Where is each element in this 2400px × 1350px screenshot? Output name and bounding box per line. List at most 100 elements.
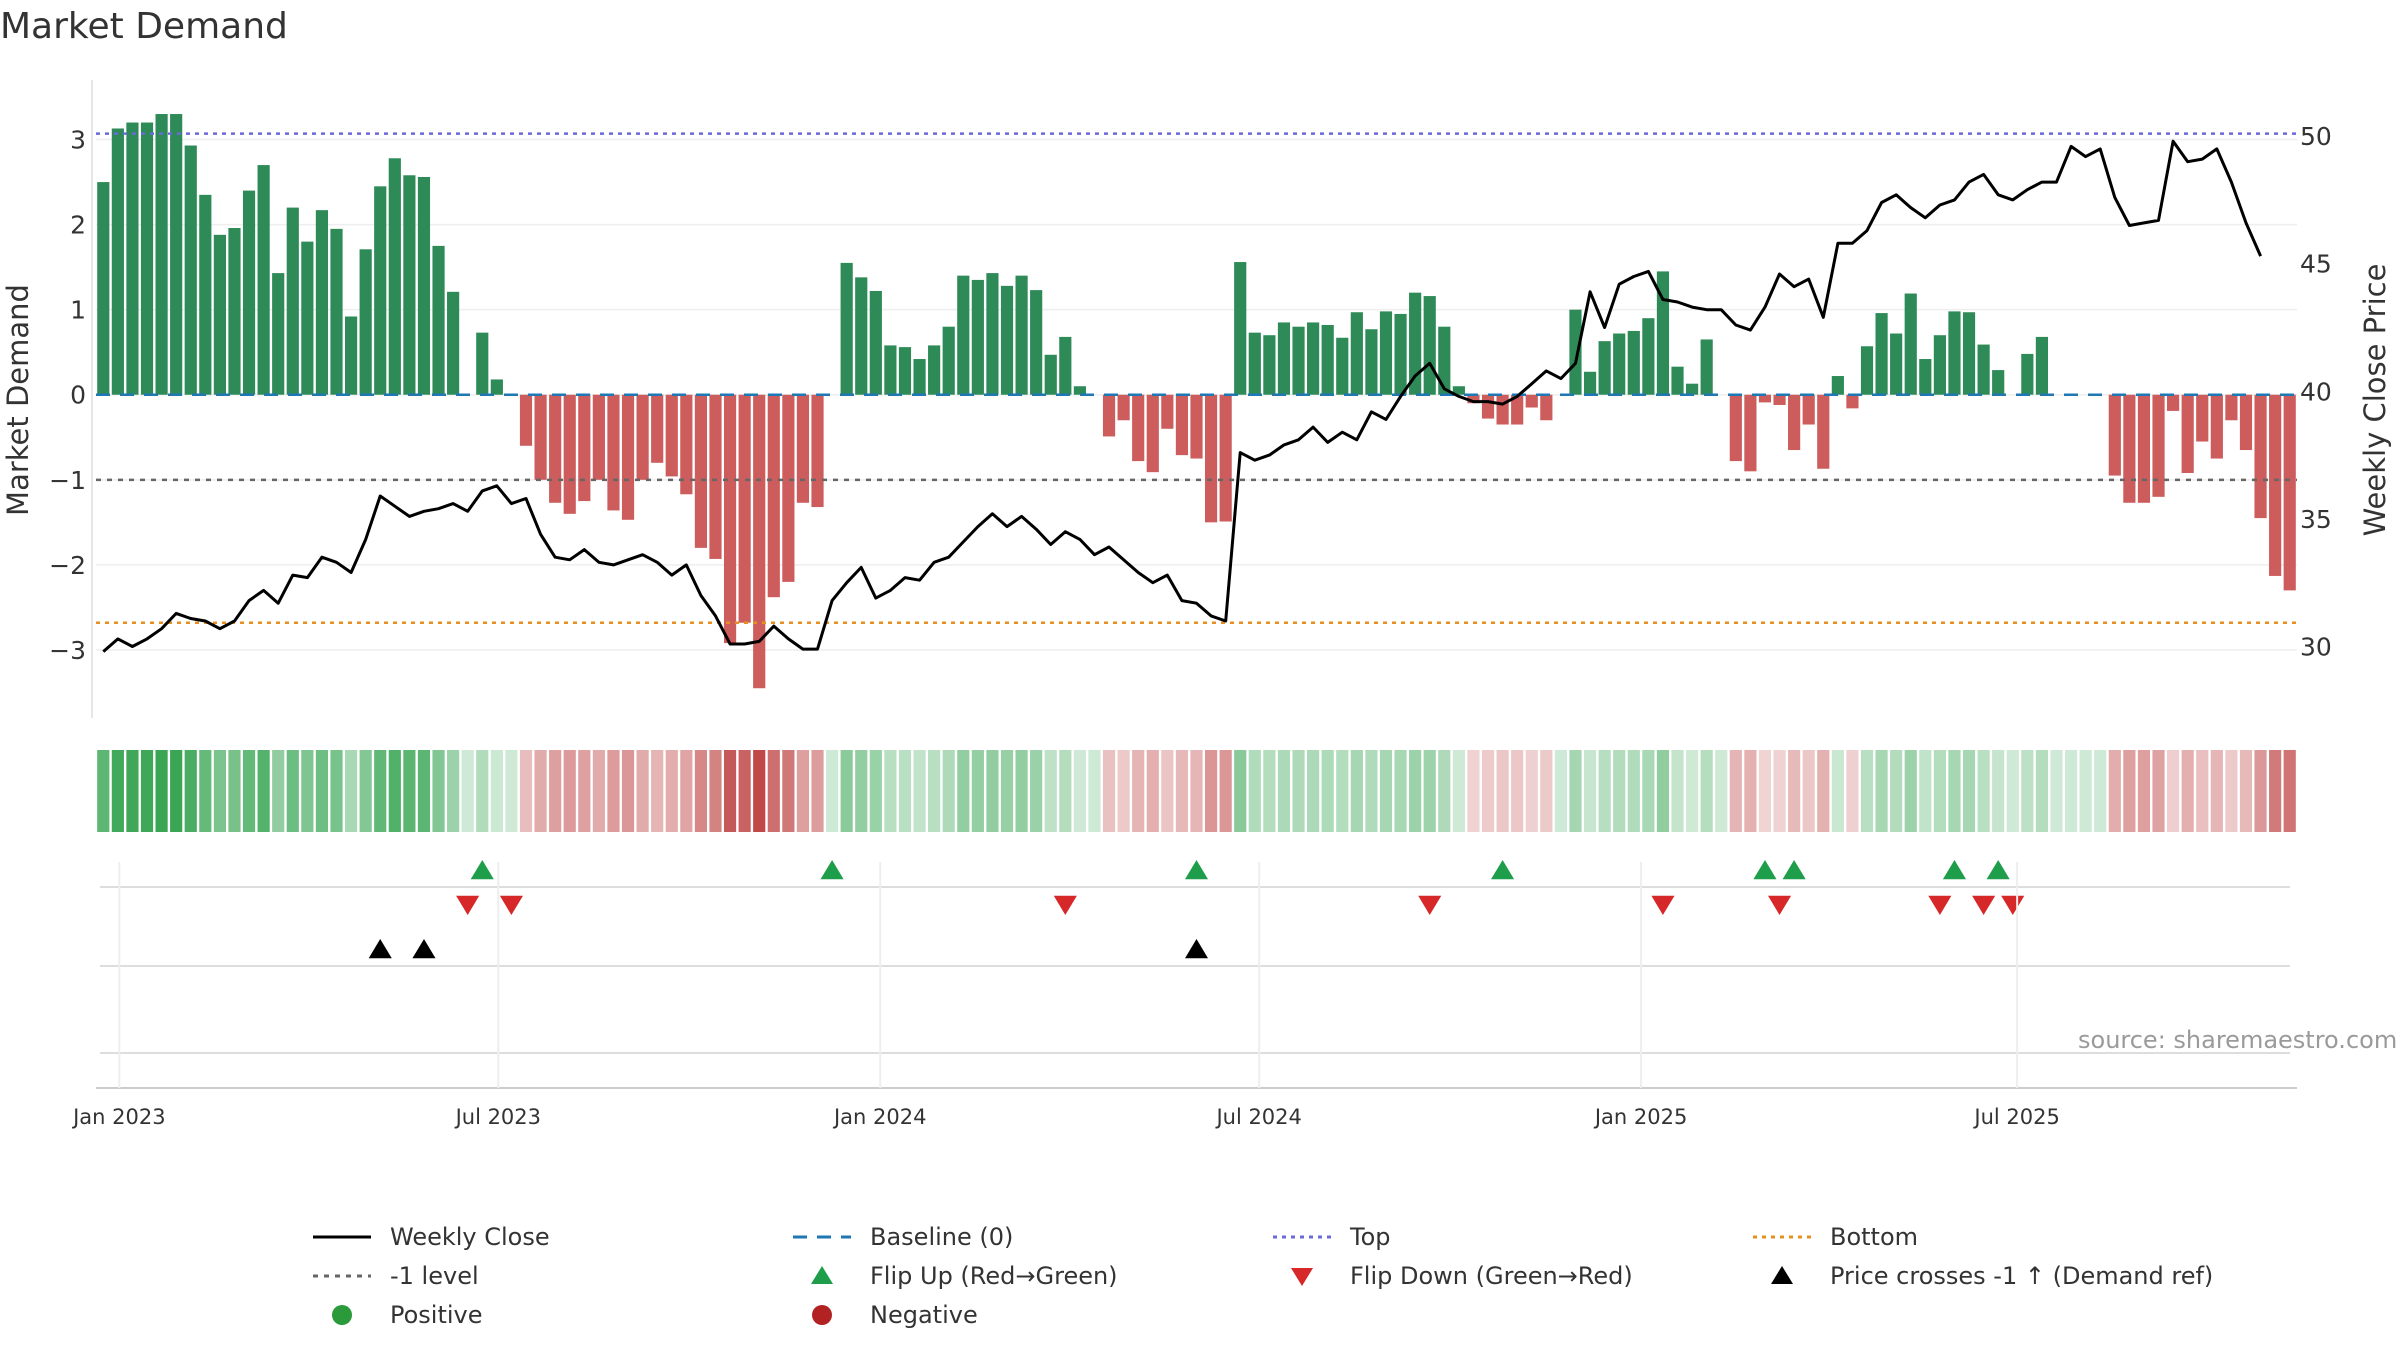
heat-cell [1583,750,1597,832]
heat-cell [97,750,110,832]
x-tick-label: Jan 2025 [1593,1105,1688,1129]
demand-bar [1671,366,1684,395]
heat-cell [2094,750,2107,832]
flip-up-marker [1491,860,1515,880]
heat-cell [913,750,926,832]
demand-bars [97,114,2296,689]
heat-cell [1729,750,1742,832]
heat-cell [1015,750,1028,832]
heat-cell [534,750,547,832]
page-title: Market Demand [0,6,288,47]
demand-bar [1175,394,1189,456]
demand-bar [97,182,110,395]
heat-cell [126,750,139,832]
demand-bar [2196,394,2209,442]
heat-cell [1467,750,1480,832]
demand-bar [753,394,766,689]
heat-cell [1219,750,1232,832]
y2-tick-label: 45 [2300,250,2332,279]
heat-cell [1175,750,1189,832]
demand-bar [2283,394,2296,591]
legend-item: Weekly Close [312,1219,550,1255]
heat-cell [1846,750,1859,832]
flip-down-marker [1928,895,1952,915]
heat-cell [1700,750,1713,832]
heat-cell [592,750,605,832]
legend-label: Weekly Close [390,1223,550,1251]
demand-bar [111,128,124,395]
demand-bar [796,394,810,503]
demand-bar [1627,330,1640,395]
circle-green-icon [332,1305,352,1325]
flip-up-marker [1185,860,1208,880]
demand-bar [1030,290,1043,395]
heat-cell [1307,750,1320,832]
heat-cell [869,750,882,832]
x-tick-label: Jul 2025 [1972,1105,2059,1129]
flip-up-marker [1753,860,1777,880]
demand-bar [898,347,912,395]
flip-down-marker [1768,895,1792,915]
heat-cell [2181,750,2194,832]
solid-line-black-icon [313,1235,371,1239]
demand-bar [665,394,678,477]
heat-cell [2152,750,2165,832]
heat-cell [461,750,474,832]
heat-cell [1277,750,1291,832]
heat-cell [796,750,810,832]
demand-bar [242,190,256,395]
heat-cell [1992,750,2005,832]
y-tick-label: −2 [49,551,86,580]
heat-cell [971,750,984,832]
y-tick-label: −1 [49,466,86,495]
demand-bar [1583,371,1597,395]
heat-cell [1904,750,1917,832]
demand-bar [1365,329,1378,395]
flip-up-marker [1942,860,1966,880]
heat-cell [680,750,693,832]
x-tick-label: Jul 2023 [454,1105,541,1129]
heat-cell [563,750,576,832]
demand-bar [723,394,737,644]
demand-bar [2108,394,2121,476]
demand-bar [490,379,503,395]
heat-cell [1860,750,1874,832]
demand-bar [1919,359,1932,395]
demand-bar [388,158,401,395]
demand-bar [1875,313,1888,395]
demand-bar [1846,394,1859,409]
heat-cell [417,750,431,832]
demand-bar [1204,394,1218,523]
heat-cell [1234,750,1247,832]
demand-bar [1758,394,1772,403]
heat-cell [723,750,737,832]
heat-cell [1802,750,1815,832]
heat-cell [826,750,839,832]
demand-bar [1263,335,1276,395]
x-tick-label: Jan 2024 [832,1105,927,1129]
demand-bar [1890,333,1903,395]
heat-cell [651,750,664,832]
heat-cell [1088,750,1101,832]
heat-cell [709,750,722,832]
heat-cell [1365,750,1378,832]
demand-bar [2225,394,2238,421]
heat-cell [1496,750,1509,832]
demand-bar [228,228,241,395]
legend-item: Top [1272,1219,1391,1255]
demand-bar [1059,336,1072,395]
heat-cell [2108,750,2121,832]
heat-cell [2035,750,2049,832]
heat-cell [1773,750,1786,832]
heat-cell [155,750,168,832]
heat-cell [1102,750,1116,832]
heat-cell [228,750,241,832]
legend-item: Negative [792,1297,978,1333]
source-credit: source: sharemaestro.com [2078,1026,2398,1054]
demand-bar [811,394,824,508]
legend-label: Flip Down (Green→Red) [1350,1262,1633,1290]
heat-cell [1190,750,1203,832]
price-cross-marker [368,939,392,959]
heat-cell [1321,750,1334,832]
demand-bar [1525,394,1538,408]
